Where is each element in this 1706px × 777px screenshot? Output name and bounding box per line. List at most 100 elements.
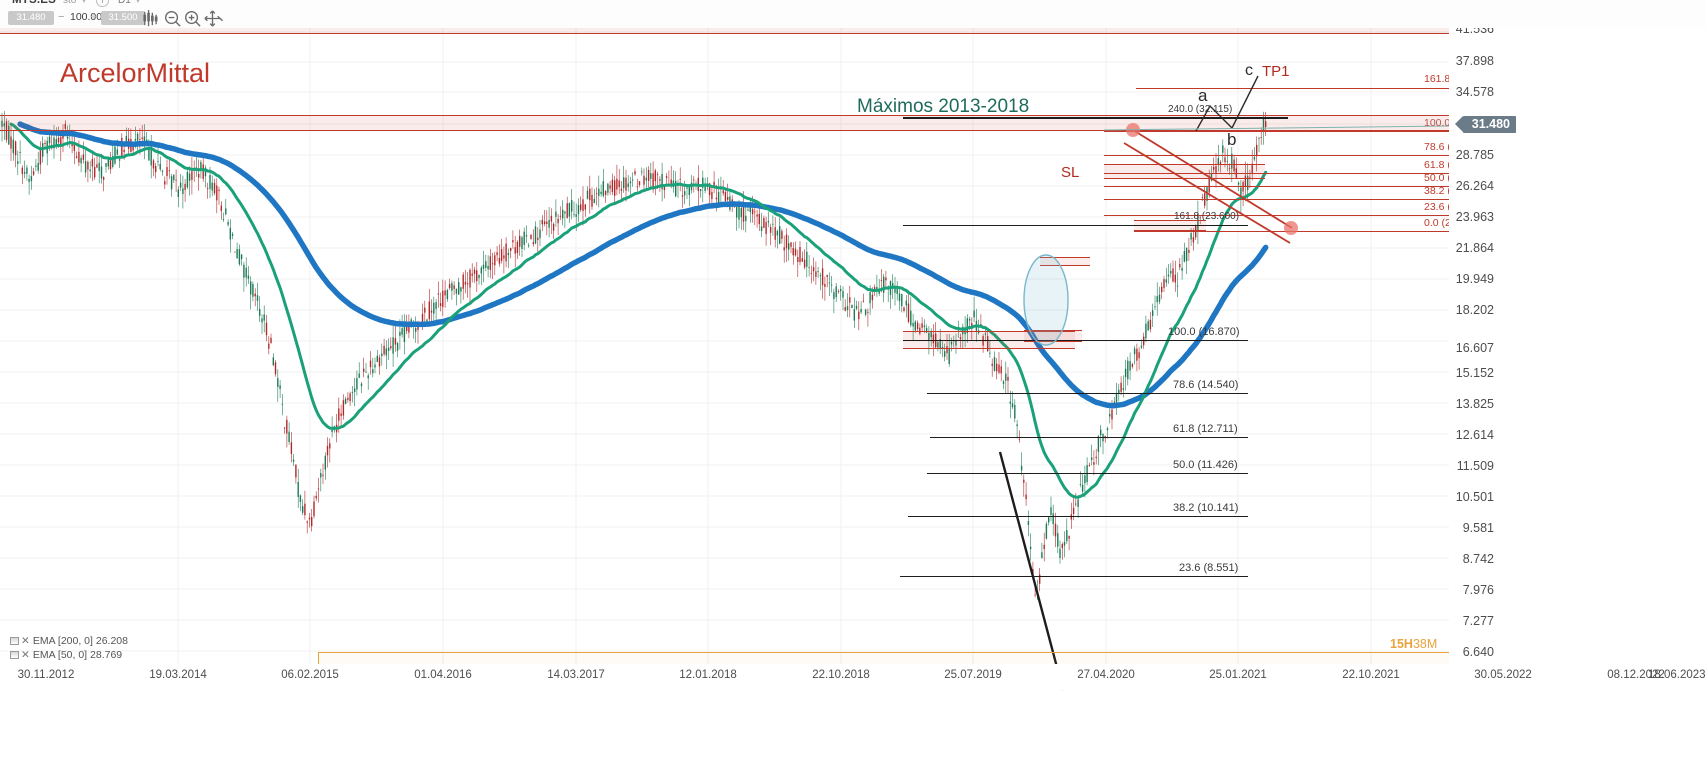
fib-line-38-2	[1104, 199, 1487, 200]
x-tick: 18.06.2023	[1648, 669, 1706, 681]
candles-icon[interactable]	[140, 9, 159, 28]
legend-label-ema200: EMA [200, 0] 26.208	[32, 635, 128, 647]
legend-item-ema50[interactable]: ✕ EMA [50, 0] 28.769	[10, 649, 128, 661]
increase-qty-button[interactable]: +	[90, 11, 97, 23]
x-tick: 14.03.2017	[547, 669, 605, 681]
trendlines-layer	[998, 75, 1450, 691]
x-tick: 25.01.2021	[1209, 669, 1267, 681]
fib-black-100-0	[903, 340, 1248, 341]
zone-maximos-2013-2018	[0, 115, 1449, 131]
y-tick: 9.581	[1462, 521, 1494, 535]
chevron-down-icon-2[interactable]: ▾	[136, 0, 141, 5]
y-tick: 6.640	[1462, 645, 1494, 659]
highlight-ellipse	[1023, 254, 1069, 346]
y-tick: 21.864	[1455, 241, 1494, 255]
settings-icon-2[interactable]	[10, 651, 19, 660]
fib-line-61-8	[1104, 173, 1487, 174]
annotation-tp1: TP1	[1262, 63, 1290, 80]
info-icon[interactable]: i	[96, 0, 109, 7]
y-tick: 28.785	[1455, 148, 1494, 162]
fib-line-23-6	[1104, 215, 1487, 216]
fib-black-label-38-2: 38.2 (10.141)	[1173, 502, 1239, 514]
symbol-label[interactable]: MTS.ES	[12, 0, 57, 6]
chevron-down-icon[interactable]: ▾	[82, 0, 87, 5]
fib-line-100-0	[1104, 131, 1487, 132]
y-tick: 26.264	[1455, 179, 1494, 193]
grid-layer	[0, 0, 1449, 664]
fib-black-23-6	[900, 576, 1248, 577]
y-tick: 10.501	[1455, 490, 1494, 504]
annotation-maximos-2013-2018: Máximos 2013-2018	[857, 96, 1030, 117]
x-tick: 22.10.2021	[1342, 669, 1400, 681]
zone-mid-1	[1040, 257, 1090, 266]
indicator-legend: ✕ EMA [200, 0] 26.208 ✕ EMA [50, 0] 28.769	[10, 635, 128, 663]
annotation-wave-c: c	[1245, 62, 1253, 79]
black-trendline	[998, 451, 1065, 691]
x-tick: 30.11.2012	[17, 669, 75, 681]
bar-countdown: 15H38M	[1390, 637, 1437, 651]
move-icon[interactable]	[203, 9, 224, 28]
bid-button[interactable]: 31.480	[8, 11, 54, 25]
source-label[interactable]: sto	[63, 0, 77, 6]
y-tick: 13.825	[1455, 397, 1494, 411]
y-tick: 34.578	[1455, 85, 1494, 99]
y-tick: 7.277	[1462, 614, 1494, 628]
y-tick: 11.509	[1456, 459, 1494, 473]
y-tick: 8.742	[1462, 552, 1494, 566]
price-axis[interactable]: 41.536 37.898 34.578 28.785 26.264 23.96…	[1449, 0, 1706, 678]
x-tick: 06.02.2015	[281, 669, 339, 681]
timeframe-label[interactable]: D1	[118, 0, 131, 6]
legend-label-ema50: EMA [50, 0] 28.769	[32, 649, 123, 661]
current-price-line	[1103, 125, 1450, 131]
zoom-in-icon[interactable]	[183, 9, 202, 28]
fib-black-label-23-6: 23.6 (8.551)	[1179, 562, 1239, 574]
quantity-input[interactable]: 100.00	[70, 11, 103, 23]
countdown-hours: 15H	[1390, 637, 1413, 651]
level-161-8-23600	[903, 225, 1248, 226]
x-tick: 22.10.2018	[812, 669, 870, 681]
abc-projection	[1195, 75, 1259, 132]
fib-black-78-6	[927, 393, 1248, 394]
ask-button[interactable]: 31.500	[101, 11, 145, 25]
x-tick: 30.05.2022	[1474, 669, 1532, 681]
fib-black-38-2	[908, 516, 1248, 517]
fib-line-0-0	[1134, 231, 1487, 232]
zoom-out-icon[interactable]	[163, 9, 182, 28]
fib-black-50-0	[927, 473, 1248, 474]
y-tick: 37.898	[1455, 54, 1494, 68]
x-tick: 01.04.2016	[414, 669, 472, 681]
y-tick: 12.614	[1455, 428, 1494, 442]
current-price-tag: 31.480	[1454, 116, 1516, 133]
y-tick: 7.976	[1462, 583, 1494, 597]
time-axis[interactable]: 30.11.2012 19.03.2014 06.02.2015 01.04.2…	[0, 664, 1706, 690]
fib-black-label-61-8: 61.8 (12.711)	[1173, 423, 1238, 435]
countdown-minutes: 38M	[1412, 637, 1438, 651]
y-tick: 19.949	[1455, 272, 1494, 286]
top-toolbar: MTS.ES sto ▾ i D1 ▾ 31.480 − 100.00 + 31…	[0, 0, 1706, 28]
ema-200-line	[17, 121, 1269, 409]
fib-black-61-8	[930, 437, 1248, 438]
y-tick: 23.963	[1455, 210, 1494, 224]
y-tick: 15.152	[1455, 366, 1494, 380]
fib-line-50-0	[1104, 186, 1487, 187]
x-tick: 25.07.2019	[944, 669, 1002, 681]
x-tick: 08.12.2022	[1607, 669, 1665, 681]
decrease-qty-button[interactable]: −	[58, 11, 65, 23]
fib-black-label-78-6: 78.6 (14.540)	[1173, 379, 1239, 391]
close-icon[interactable]: ✕	[21, 635, 30, 647]
x-tick: 27.04.2020	[1077, 669, 1135, 681]
chart-plot-area[interactable]: 261.8 (43.305) 161.8 (35.665) 100.0 (30.…	[0, 0, 1492, 691]
annotation-sl: SL	[1061, 164, 1080, 181]
level-maximos-2013	[903, 117, 1288, 119]
annotation-wave-a: a	[1198, 86, 1208, 105]
fib-line-78-6	[1104, 155, 1487, 156]
annotation-wave-b: b	[1227, 130, 1237, 149]
close-icon-2[interactable]: ✕	[21, 649, 30, 661]
fib-line-161-8	[1136, 88, 1487, 89]
x-tick: 12.01.2018	[679, 669, 737, 681]
settings-icon[interactable]	[10, 637, 19, 646]
legend-item-ema200[interactable]: ✕ EMA [200, 0] 26.208	[10, 635, 128, 647]
label-161-8-23600: 161.8 (23.600)	[1174, 211, 1240, 222]
x-tick: 19.03.2014	[149, 669, 207, 681]
